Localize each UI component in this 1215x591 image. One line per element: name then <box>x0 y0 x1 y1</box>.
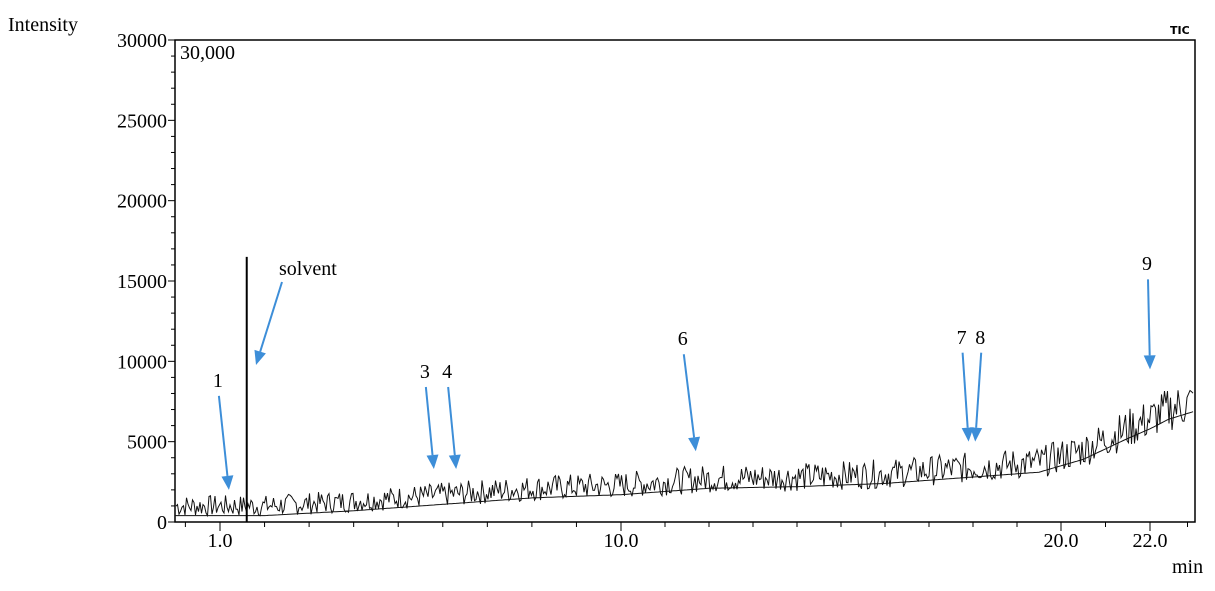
peak-arrow-3 <box>424 386 439 469</box>
x-axis-unit: min <box>1172 556 1204 578</box>
peak-label-8: 8 <box>975 326 986 349</box>
y-tick-label: 20000 <box>117 191 167 213</box>
peak-arrow-1 <box>217 395 234 490</box>
peak-label-4: 4 <box>442 360 453 383</box>
peak-label-9: 9 <box>1142 253 1152 276</box>
tic-corner-label: TIC <box>1170 24 1190 37</box>
peak-arrow-8 <box>970 352 983 442</box>
plot-frame <box>174 39 1196 523</box>
max-intensity-label: 30,000 <box>180 42 235 64</box>
peak-arrow-4 <box>447 386 461 469</box>
peak-label-6: 6 <box>677 328 688 351</box>
y-tick-label: 0 <box>157 512 167 534</box>
x-tick-label: 1.0 <box>208 530 233 552</box>
peak-label-7: 7 <box>956 326 967 349</box>
y-tick-label: 10000 <box>117 351 167 373</box>
tic-trace <box>175 256 1194 522</box>
x-tick-label: 20.0 <box>1044 530 1079 552</box>
x-tick-label: 10.0 <box>604 530 639 552</box>
peak-arrow-6 <box>682 354 701 452</box>
y-axis: 0 5000 10000 15000 20000 25000 30000 <box>117 30 175 534</box>
solvent-label: solvent <box>279 258 337 280</box>
y-tick-label: 5000 <box>127 432 167 454</box>
tic-line <box>175 389 1194 518</box>
solvent-arrow <box>254 281 283 365</box>
y-tick-label: 30000 <box>117 30 167 52</box>
peak-arrows <box>217 279 1156 490</box>
x-axis: 1.0 10.0 20.0 22.0 <box>184 522 1188 552</box>
peak-label-1: 1 <box>212 369 223 392</box>
y-tick-label: 15000 <box>117 271 167 293</box>
tic-baseline <box>175 411 1194 517</box>
peak-label-3: 3 <box>419 360 430 383</box>
peak-arrow-9 <box>1143 279 1156 370</box>
peak-arrow-7 <box>961 352 974 442</box>
y-tick-label: 25000 <box>117 110 167 132</box>
y-axis-title: Intensity <box>8 14 78 36</box>
x-tick-label: 22.0 <box>1133 530 1168 552</box>
